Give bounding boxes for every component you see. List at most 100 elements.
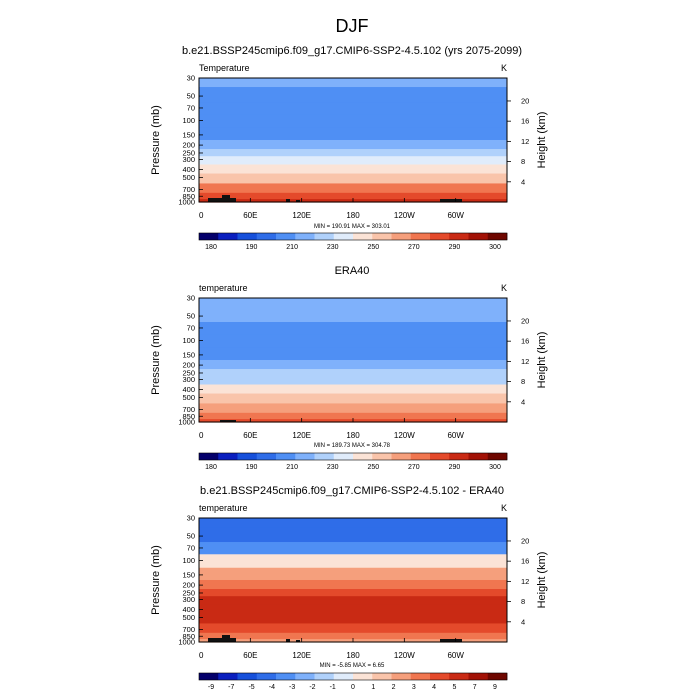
colorbar-swatch [333, 453, 354, 460]
x-tick-label: 60W [447, 651, 464, 660]
colorbar-swatch [314, 453, 335, 460]
x-tick-label: 180 [346, 211, 360, 220]
topography-mask [222, 635, 230, 642]
y-tick-label: 700 [182, 405, 195, 414]
y-tick-label: 200 [182, 361, 195, 370]
colorbar-swatch [372, 453, 392, 460]
heatmap-band [199, 114, 507, 129]
colorbar-label: 230 [327, 244, 339, 251]
y-right-tick-label: 16 [521, 337, 529, 346]
colorbar-swatch [353, 673, 373, 680]
y-right-tick-label: 12 [521, 137, 529, 146]
colorbar-label: -4 [269, 684, 275, 691]
heatmap-band [199, 360, 507, 370]
y-tick-label: 70 [187, 103, 195, 112]
y-right-tick-label: 20 [521, 536, 529, 545]
colorbar-label: 230 [327, 464, 339, 471]
colorbar-swatch [218, 233, 238, 240]
y-tick-label: 400 [182, 385, 195, 394]
colorbar-label: 250 [367, 464, 379, 471]
y-tick-label: 50 [187, 312, 195, 321]
heatmap-band [199, 613, 507, 625]
x-tick-label: 120E [292, 211, 311, 220]
colorbar-swatch [487, 233, 508, 240]
colorbar-label: 250 [367, 244, 379, 251]
topography-mask [296, 200, 300, 202]
colorbar-swatch [237, 453, 258, 460]
y-tick-label: 700 [182, 185, 195, 194]
heatmap-band [199, 412, 507, 420]
y-tick-label: 50 [187, 532, 195, 541]
y-right-tick-label: 8 [521, 377, 525, 386]
colorbar-label: -5 [248, 684, 254, 691]
x-tick-label: 120W [394, 651, 415, 660]
heatmap-band [199, 596, 507, 606]
colorbar-label: 210 [286, 244, 298, 251]
topography-mask [286, 639, 290, 642]
colorbar-label: 190 [246, 464, 258, 471]
panel-model: b.e21.BSSP245cmip6.f09_g17.CMIP6-SSP2-4.… [150, 45, 548, 251]
colorbar-frame [198, 232, 508, 241]
heatmap-band [199, 347, 507, 361]
panel-stats: MIN = 190.91 MAX = 303.01 [314, 224, 391, 230]
colorbar-swatch [372, 233, 392, 240]
panel-title: ERA40 [335, 265, 370, 277]
colorbar-label: -7 [228, 684, 234, 691]
colorbar-swatch [199, 673, 219, 680]
panel-units: K [501, 503, 507, 513]
colorbar-frame [198, 672, 508, 681]
y-tick-label: 200 [182, 141, 195, 150]
y-right-tick-label: 8 [521, 157, 525, 166]
y-right-tick-label: 12 [521, 577, 529, 586]
plot-area [198, 517, 508, 643]
topography-mask [220, 420, 236, 422]
y-tick-label: 70 [187, 323, 195, 332]
colorbar-label: 290 [449, 244, 461, 251]
x-tick-label: 0 [199, 211, 204, 220]
x-tick-label: 120E [292, 431, 311, 440]
heatmap-band [199, 322, 507, 335]
y-tick-label: 150 [182, 130, 195, 139]
x-tick-label: 120W [394, 431, 415, 440]
y-tick-label: 1000 [178, 198, 195, 207]
heatmap-band [199, 376, 507, 386]
y-axis-right-label: Height (km) [536, 112, 548, 169]
colorbar-swatch [276, 453, 296, 460]
colorbar-swatch [391, 233, 412, 240]
colorbar-swatch [237, 673, 258, 680]
heatmap-band [199, 527, 507, 543]
colorbar-swatch [218, 673, 238, 680]
heatmap-band [199, 589, 507, 597]
colorbar-swatch [449, 233, 469, 240]
y-tick-label: 300 [182, 595, 195, 604]
heatmap-band [199, 632, 507, 640]
heatmap-band [199, 192, 507, 200]
colorbar-label: 290 [449, 464, 461, 471]
panel-left-label: Temperature [199, 63, 250, 73]
heatmap-band [199, 567, 507, 581]
topography-mask [222, 195, 230, 202]
heatmap-band [199, 334, 507, 349]
colorbar-swatch [256, 233, 277, 240]
heatmap-band [199, 149, 507, 157]
panel-left-label: temperature [199, 503, 248, 513]
heatmap-band [199, 127, 507, 141]
colorbar-label: 7 [473, 684, 477, 691]
colorbar-swatch [199, 233, 219, 240]
y-tick-label: 250 [182, 588, 195, 597]
panel-left-label: temperature [199, 283, 248, 293]
colorbar-swatch [410, 673, 431, 680]
heatmap-band [199, 542, 507, 555]
y-tick-label: 500 [182, 613, 195, 622]
y-right-tick-label: 16 [521, 117, 529, 126]
x-tick-label: 120W [394, 211, 415, 220]
x-tick-label: 60W [447, 431, 464, 440]
y-axis-label: Pressure (mb) [150, 545, 162, 615]
colorbar-swatch [468, 453, 489, 460]
colorbar-label: -2 [309, 684, 315, 691]
y-axis-right-label: Height (km) [536, 332, 548, 389]
colorbar-swatch [487, 673, 508, 680]
colorbar-frame [198, 452, 508, 461]
heatmap-band [199, 102, 507, 115]
colorbar-label: 1 [371, 684, 375, 691]
